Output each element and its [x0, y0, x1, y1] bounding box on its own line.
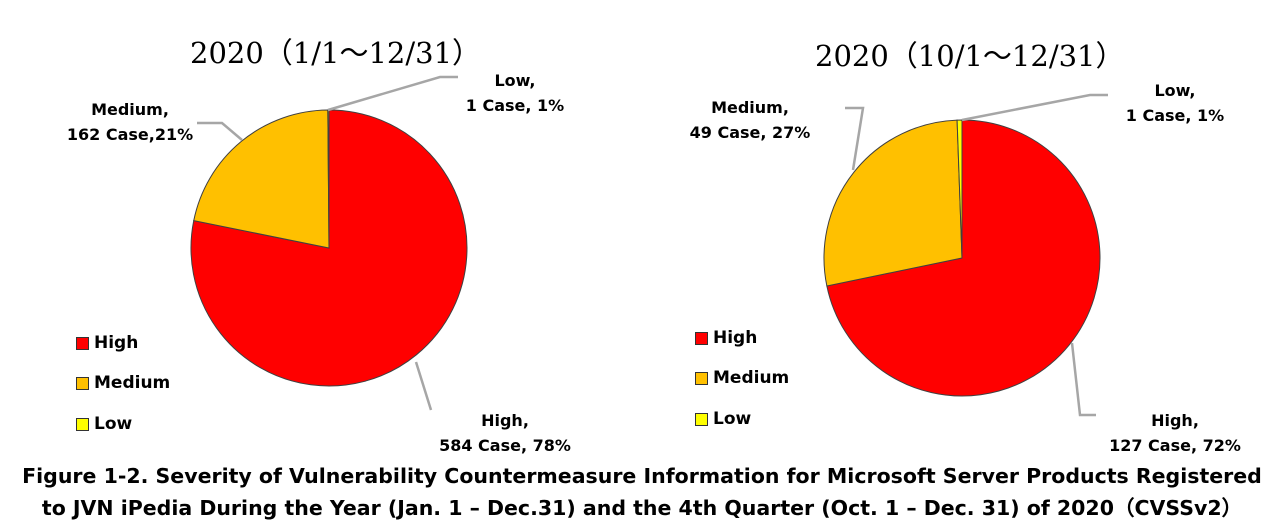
data-label-low-year-line2: 1 Case, 1% — [465, 96, 565, 115]
legend-label-low: Low — [94, 414, 133, 434]
leader-line-low-year — [327, 75, 458, 112]
leader-line-low-q4 — [961, 93, 1108, 122]
legend-item-high-year: High — [76, 333, 138, 353]
data-label-high-q4-line2: 127 Case, 72% — [1109, 436, 1241, 455]
pie-chart-year — [190, 109, 468, 387]
data-label-medium-q4: Medium, 49 Case, 27% — [675, 95, 825, 145]
data-label-low-q4-line1: Low, — [1154, 81, 1196, 100]
data-label-medium-q4-line1: Medium, — [711, 98, 789, 117]
pie-slice-medium-year — [193, 109, 330, 249]
figure-caption: Figure 1-2. Severity of Vulnerability Co… — [0, 460, 1284, 524]
data-label-medium-year-line1: Medium, — [91, 100, 169, 119]
legend-label-low: Low — [713, 409, 752, 429]
data-label-high-q4: High, 127 Case, 72% — [1090, 408, 1260, 458]
data-label-high-year: High, 584 Case, 78% — [420, 408, 590, 458]
chart-title-year: 2020（1/1～12/31） — [190, 36, 482, 70]
data-label-high-q4-line1: High, — [1151, 411, 1199, 430]
data-label-low-q4-line2: 1 Case, 1% — [1125, 106, 1225, 125]
legend-label-medium: Medium — [94, 373, 171, 393]
chart-title-q4: 2020（10/1～12/31） — [815, 39, 1125, 73]
leader-line-medium-q4 — [845, 106, 865, 171]
leader-line-medium-year — [197, 121, 243, 141]
pie-slice-low-q4 — [956, 119, 963, 259]
legend-item-medium-year: Medium — [76, 373, 170, 393]
legend-swatch-low — [695, 412, 708, 426]
data-label-medium-q4-line2: 49 Case, 27% — [689, 123, 811, 142]
legend-swatch-medium — [76, 376, 89, 390]
leader-line-high-year — [414, 361, 433, 411]
data-label-low-year-line1: Low, — [494, 71, 536, 90]
data-label-medium-year: Medium, 162 Case,21% — [55, 97, 205, 147]
legend-swatch-high — [76, 336, 89, 350]
leader-line-high-q4 — [1070, 342, 1096, 417]
legend-label-high: High — [94, 333, 139, 353]
figure-caption-line1: Figure 1-2. Severity of Vulnerability Co… — [22, 464, 1262, 488]
pie-slice-medium-q4 — [823, 119, 963, 287]
legend-item-low-q4: Low — [695, 409, 751, 429]
legend-swatch-medium — [695, 371, 708, 385]
legend-label-high: High — [713, 328, 758, 348]
data-label-high-year-line2: 584 Case, 78% — [439, 436, 571, 455]
data-label-medium-year-line2: 162 Case,21% — [66, 125, 194, 144]
legend-item-low-year: Low — [76, 414, 132, 434]
legend-swatch-high — [695, 331, 708, 345]
pie-slice-high-q4 — [826, 119, 1101, 397]
legend-item-high-q4: High — [695, 328, 757, 348]
pie-chart-q4 — [823, 119, 1101, 397]
data-label-high-year-line1: High, — [481, 411, 529, 430]
pie-slice-high-year — [190, 109, 468, 387]
legend-swatch-low — [76, 417, 89, 431]
legend-item-medium-q4: Medium — [695, 368, 789, 388]
legend-label-medium: Medium — [713, 368, 790, 388]
data-label-low-year: Low, 1 Case, 1% — [440, 68, 590, 118]
figure-caption-line2: to JVN iPedia During the Year (Jan. 1 – … — [41, 496, 1243, 520]
data-label-low-q4: Low, 1 Case, 1% — [1105, 78, 1245, 128]
